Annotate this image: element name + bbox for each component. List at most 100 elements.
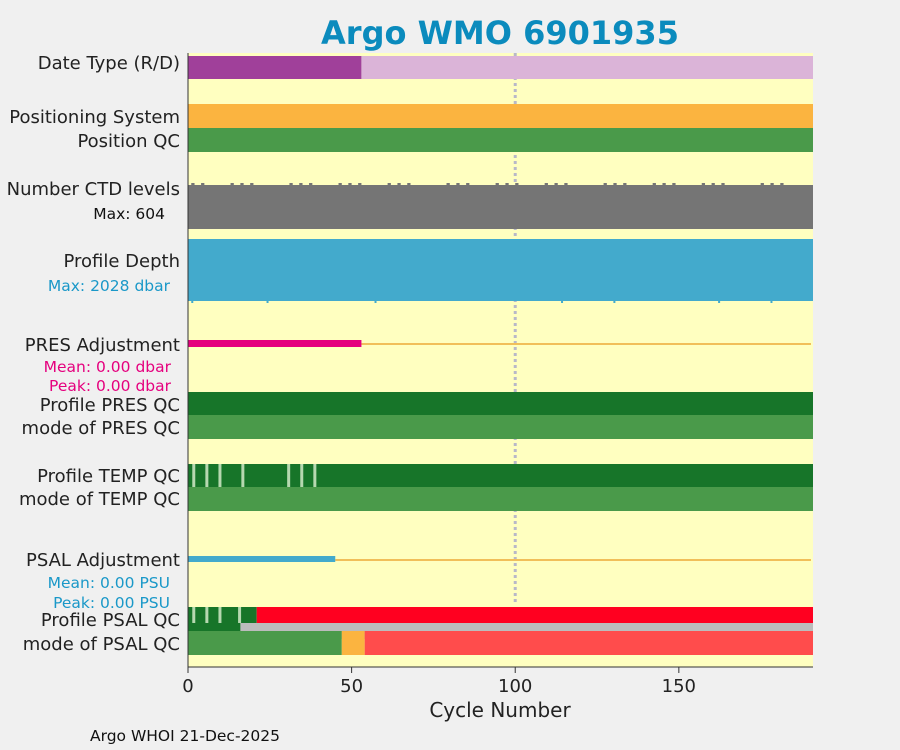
profile-psal-qc-light-5 bbox=[205, 607, 209, 631]
profile-temp-qc-light-16 bbox=[241, 464, 245, 487]
ctd-levels-notch bbox=[387, 183, 391, 185]
profile-temp-qc-light-5 bbox=[205, 464, 209, 487]
profile-psal-qc-light-9 bbox=[218, 607, 222, 631]
profile-pres-qc-segment-0 bbox=[188, 392, 813, 415]
psal-adjustment-peak: Peak: 0.00 PSU bbox=[53, 594, 170, 612]
chart-marks bbox=[188, 53, 813, 655]
plot-background bbox=[188, 53, 813, 667]
mode-pres-qc-segment-0 bbox=[188, 415, 813, 439]
ctd-levels-notch bbox=[603, 183, 607, 186]
ctd-levels-notch bbox=[515, 183, 519, 186]
pres-adjustment-delayed-bar bbox=[188, 340, 362, 347]
ctd-levels-notch bbox=[564, 183, 568, 186]
mode-psal-qc-segment-1 bbox=[341, 631, 365, 655]
ctd-levels-notch bbox=[760, 183, 764, 186]
ctd-levels-notch bbox=[770, 183, 774, 186]
profile-temp-qc-light-9 bbox=[218, 464, 222, 487]
row-label-pres-adjustment: PRES Adjustment bbox=[25, 335, 180, 356]
ctd-levels-notch bbox=[240, 183, 244, 186]
ctd-levels-notch bbox=[397, 183, 401, 186]
ctd-levels-notch bbox=[456, 183, 460, 186]
ctd-levels-notch bbox=[250, 183, 254, 186]
ctd-levels-max: Max: 604 bbox=[93, 205, 165, 223]
ctd-levels-notch bbox=[309, 183, 313, 185]
ctd-levels-notch bbox=[299, 183, 303, 186]
profile-psal-qc-light-15 bbox=[238, 607, 242, 631]
row-label-position-qc: Position QC bbox=[77, 131, 180, 152]
ctd-levels-notch bbox=[672, 183, 676, 185]
profile-psal-qc-segment-0 bbox=[188, 607, 257, 623]
pres-adjustment-mean: Mean: 0.00 dbar bbox=[44, 358, 172, 376]
ctd-levels-notch bbox=[466, 183, 470, 185]
ctd-levels-notch bbox=[495, 183, 499, 186]
ctd-levels-notch bbox=[446, 183, 450, 186]
profile-psal-qc-segment-1 bbox=[256, 607, 813, 623]
profile-temp-qc-light-34 bbox=[300, 464, 304, 487]
profile-depth-dip bbox=[613, 300, 616, 303]
ctd-levels-notch bbox=[191, 183, 195, 186]
ctd-levels-notch bbox=[201, 183, 205, 186]
profile-depth-max: Max: 2028 dbar bbox=[48, 277, 171, 295]
row-label-positioning-system: Positioning System bbox=[9, 107, 180, 128]
x-tick-label-100: 100 bbox=[498, 676, 532, 697]
chart-title: Argo WMO 6901935 bbox=[321, 14, 679, 52]
ctd-levels-notch bbox=[623, 183, 627, 185]
ctd-levels-notch bbox=[544, 183, 548, 185]
ctd-levels-notch bbox=[554, 183, 558, 186]
ctd-levels-notch bbox=[230, 183, 234, 185]
ctd-levels-notch bbox=[780, 183, 784, 185]
x-axis-label: Cycle Number bbox=[429, 698, 571, 722]
date-type-segment-1 bbox=[361, 56, 813, 79]
profile-temp-qc-light-38 bbox=[313, 464, 317, 487]
x-tick-label-150: 150 bbox=[662, 676, 696, 697]
x-axis-ticks: 0 50 100 150 bbox=[182, 667, 696, 697]
row-label-mode-temp-qc: mode of TEMP QC bbox=[19, 489, 180, 510]
positioning-system-segment-0 bbox=[188, 104, 813, 128]
ctd-levels-notch bbox=[505, 183, 509, 186]
position-qc-segment-0 bbox=[188, 128, 813, 152]
row-label-profile-psal-qc: Profile PSAL QC bbox=[41, 610, 180, 631]
ctd-levels-bar bbox=[188, 185, 813, 229]
x-tick-label-50: 50 bbox=[340, 676, 363, 697]
row-label-ctd-levels: Number CTD levels bbox=[7, 179, 180, 200]
ctd-levels-notch bbox=[662, 183, 666, 186]
profile-depth-dip bbox=[266, 300, 269, 303]
psal-adjustment-delayed-bar bbox=[188, 556, 336, 562]
ctd-levels-notch bbox=[711, 183, 715, 186]
row-label-mode-pres-qc: mode of PRES QC bbox=[22, 418, 180, 439]
row-label-date-type: Date Type (R/D) bbox=[38, 53, 180, 74]
profile-temp-qc-light-1 bbox=[192, 464, 196, 487]
ctd-levels-notch bbox=[407, 183, 411, 186]
profile-psal-qc-dark-strip bbox=[188, 623, 241, 631]
pres-adjustment-peak: Peak: 0.00 dbar bbox=[49, 377, 172, 395]
ctd-levels-notch bbox=[338, 183, 342, 185]
profile-temp-qc-light-30 bbox=[287, 464, 291, 487]
footer-credit: Argo WHOI 21-Dec-2025 bbox=[90, 727, 280, 745]
ctd-levels-notch bbox=[348, 183, 352, 186]
ctd-levels-notch bbox=[358, 183, 362, 186]
profile-psal-qc-light-1 bbox=[192, 607, 196, 631]
x-tick-label-0: 0 bbox=[182, 676, 193, 697]
profile-temp-qc-segment-0 bbox=[188, 464, 813, 487]
row-label-profile-depth: Profile Depth bbox=[63, 251, 180, 272]
ctd-levels-notch bbox=[701, 183, 706, 185]
profile-depth-dip bbox=[374, 300, 377, 303]
date-type-segment-0 bbox=[188, 56, 362, 79]
ctd-levels-notch bbox=[652, 183, 656, 186]
ctd-levels-notch bbox=[721, 183, 725, 186]
mode-psal-qc-segment-0 bbox=[188, 631, 342, 655]
profile-depth-bar bbox=[188, 239, 813, 301]
profile-depth-dip bbox=[191, 300, 194, 303]
mode-temp-qc-segment-0 bbox=[188, 487, 813, 511]
ctd-levels-notch bbox=[289, 183, 293, 186]
profile-depth-dip bbox=[770, 300, 773, 303]
profile-depth-dip bbox=[561, 300, 564, 303]
mode-psal-qc-segment-2 bbox=[364, 631, 813, 655]
profile-depth-dip bbox=[718, 300, 721, 303]
row-label-mode-psal-qc: mode of PSAL QC bbox=[23, 634, 180, 655]
ctd-levels-notch bbox=[613, 183, 617, 186]
row-label-profile-temp-qc: Profile TEMP QC bbox=[37, 466, 180, 487]
psal-adjustment-mean: Mean: 0.00 PSU bbox=[48, 574, 170, 592]
row-label-profile-pres-qc: Profile PRES QC bbox=[40, 395, 180, 416]
